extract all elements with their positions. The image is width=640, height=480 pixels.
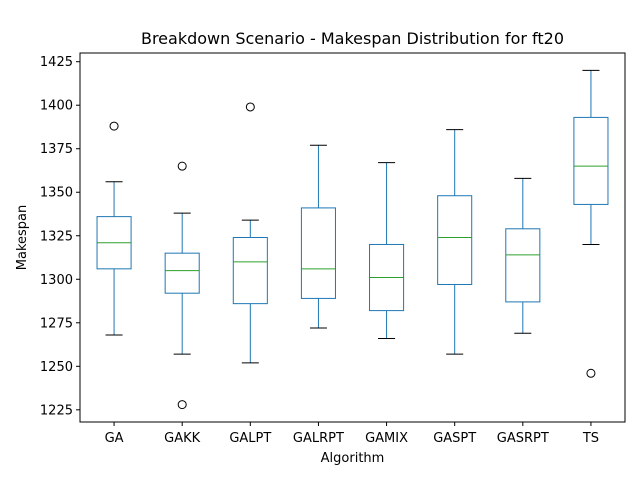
y-tick-label: 1325 [40,229,73,244]
y-tick-label: 1225 [40,403,73,418]
x-axis: GA GAKK GALPT GALRPT GAMIX GASPT GASRPT TS [105,422,599,446]
outlier-point [245,102,255,112]
box-group-ts [573,69,609,378]
outlier-point [586,368,596,378]
plot-area [96,69,609,410]
x-tick-label: GAKK [164,431,200,446]
box-group-ga [96,121,132,336]
axes-frame [79,52,626,423]
y-axis: 1225 1250 1275 1300 1325 1350 1375 1400 1425 [40,55,80,418]
box [505,228,541,303]
box [573,116,609,205]
x-tick-label: GASPT [433,431,476,446]
x-tick-label: TS [582,431,599,446]
x-tick-label: GASRPT [497,431,549,446]
x-tick-label: GA [105,431,124,446]
box-group-galpt [232,102,268,364]
chart-title: Breakdown Scenario - Makespan Distributi… [141,29,564,48]
y-axis-label: Makespan [15,205,30,270]
box [232,237,268,305]
y-tick-label: 1275 [40,316,73,331]
y-tick-label: 1425 [40,55,73,70]
y-tick-label: 1375 [40,142,73,157]
box-group-gakk [164,161,200,410]
y-tick-label: 1350 [40,186,73,201]
outlier-point [109,121,119,131]
outlier-point [177,400,187,410]
x-tick-label: GALRPT [293,431,344,446]
x-tick-label: GALPT [229,431,271,446]
box-group-galrpt [300,144,336,329]
outlier-point [177,161,187,171]
box [437,195,473,285]
box-group-gamix [369,162,405,339]
y-tick-label: 1250 [40,360,73,375]
box-group-gasrpt [505,177,541,334]
x-tick-label: GAMIX [365,431,408,446]
y-tick-label: 1300 [40,273,73,288]
box-group-gaspt [437,129,473,355]
box [300,207,336,299]
x-axis-label: Algorithm [321,451,385,466]
box [164,252,200,294]
y-tick-label: 1400 [40,99,73,114]
